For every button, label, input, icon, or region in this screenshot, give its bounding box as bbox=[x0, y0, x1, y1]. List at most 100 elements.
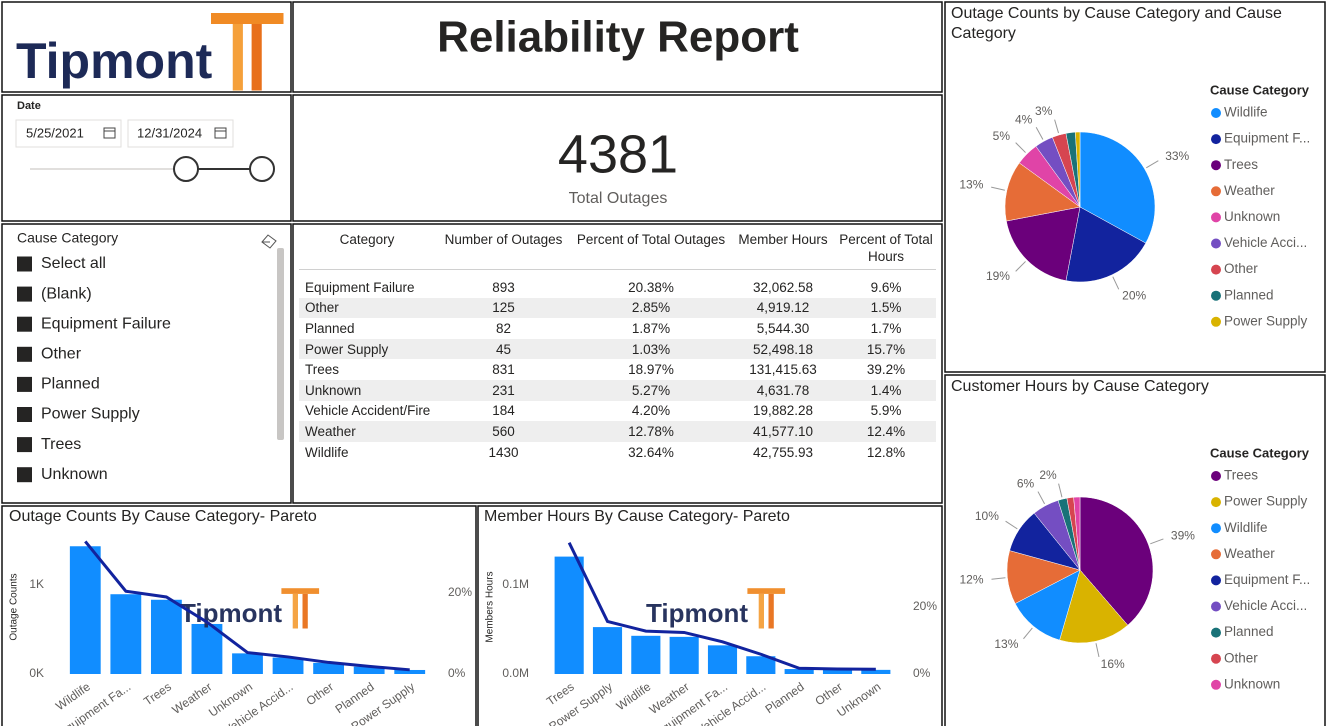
table-container: Category Number of Outages Percent of Tota… bbox=[299, 228, 939, 462]
table-row: Equipment Failure 893 20.38% 32,062.58 9.6% bbox=[299, 277, 936, 298]
checkbox[interactable] bbox=[17, 407, 32, 422]
eraser-icon[interactable] bbox=[261, 234, 277, 249]
checkbox[interactable] bbox=[17, 437, 32, 453]
checkbox[interactable] bbox=[17, 467, 32, 483]
checkbox[interactable] bbox=[17, 316, 32, 332]
pie-slice bbox=[1014, 569, 1081, 641]
table-header: Percent of Total Outages bbox=[572, 228, 730, 270]
pie-slice bbox=[1079, 496, 1154, 626]
bar bbox=[150, 599, 182, 674]
table-row: Vehicle Accident/Fire 184 4.20% 19,882.28 5.… bbox=[299, 401, 936, 422]
slider-handle[interactable] bbox=[249, 156, 275, 182]
slicer-title: Cause Category bbox=[17, 230, 118, 246]
scrollbar[interactable] bbox=[277, 248, 284, 440]
slicer-item[interactable]: (Blank) bbox=[41, 285, 92, 302]
table-cell: 131,415.63 bbox=[749, 362, 817, 378]
table-cell: Trees bbox=[305, 362, 340, 378]
slicer-item[interactable]: Unknown bbox=[41, 466, 108, 483]
table-cell: Weather bbox=[299, 421, 435, 442]
table-cell: 5,544.30 bbox=[756, 320, 810, 336]
pie-slice bbox=[1059, 569, 1129, 644]
checkbox[interactable] bbox=[17, 286, 32, 302]
logo-mark bbox=[302, 593, 308, 629]
legend-swatch bbox=[1211, 679, 1221, 690]
title-panel bbox=[292, 1, 943, 93]
table-cell: Wildlife bbox=[305, 444, 349, 460]
checkbox[interactable] bbox=[17, 376, 32, 392]
table-cell: 15.7% bbox=[836, 338, 936, 360]
legend-swatch bbox=[1211, 601, 1221, 612]
legend-swatch bbox=[1211, 523, 1221, 534]
legend-swatch bbox=[1211, 160, 1221, 171]
legend-swatch bbox=[1211, 575, 1221, 586]
axis-title: Members Hours bbox=[485, 571, 496, 642]
legend-swatch bbox=[1211, 238, 1221, 249]
y-tick-label: 0.0M bbox=[502, 666, 529, 680]
pie-slice bbox=[1079, 131, 1156, 244]
data-label: 3% bbox=[1035, 104, 1053, 118]
legend-swatch bbox=[1211, 627, 1221, 638]
table-cell: 184 bbox=[492, 403, 515, 419]
logo-text: Tipmont bbox=[646, 598, 748, 628]
table-cell: 32.64% bbox=[628, 444, 674, 460]
table-cell: 1.7% bbox=[870, 320, 902, 336]
chart-title: Outage Counts by Cause Category and Caus… bbox=[951, 5, 1282, 42]
slicer-item[interactable]: Planned bbox=[41, 376, 100, 393]
slicer-item[interactable]: Select all bbox=[41, 255, 106, 272]
legend-label: Vehicle Acci... bbox=[1224, 598, 1307, 613]
legend-label: Vehicle Acci... bbox=[1224, 235, 1307, 250]
legend-label: Planned bbox=[1224, 287, 1274, 302]
leader-line bbox=[1058, 483, 1063, 498]
logo: Tipmont bbox=[16, 13, 284, 91]
slicer-item[interactable]: Other bbox=[41, 346, 82, 363]
table-cell: Vehicle Accident/Fire bbox=[305, 403, 431, 419]
data-label: 5% bbox=[993, 129, 1011, 143]
bar bbox=[822, 669, 853, 674]
slider-handle[interactable] bbox=[173, 156, 199, 182]
checkbox[interactable] bbox=[17, 256, 32, 272]
table-header: Number of Outages bbox=[435, 228, 572, 270]
bar bbox=[110, 594, 142, 674]
logo-mark bbox=[211, 13, 284, 24]
pie-slice bbox=[1006, 206, 1081, 281]
logo-mark bbox=[758, 593, 764, 629]
table-cell: Power Supply bbox=[299, 338, 435, 360]
report-title: Reliability Report bbox=[437, 13, 799, 62]
data-label: 13% bbox=[959, 178, 983, 192]
legend-swatch bbox=[1211, 108, 1221, 118]
table-cell: 52,498.18 bbox=[730, 338, 836, 360]
table-cell: 831 bbox=[492, 362, 515, 378]
leader-line bbox=[1146, 160, 1159, 169]
legend-label: Equipment F... bbox=[1224, 572, 1310, 587]
table-cell: Other bbox=[299, 297, 435, 319]
bar bbox=[394, 669, 426, 674]
legend-swatch bbox=[1211, 316, 1221, 327]
bar bbox=[592, 627, 623, 674]
legend-swatch bbox=[1211, 497, 1221, 508]
table-cell: 1.5% bbox=[836, 297, 936, 319]
calendar-icon[interactable] bbox=[103, 127, 227, 139]
logo: Tipmont bbox=[646, 588, 786, 629]
table-header: Category bbox=[299, 228, 435, 270]
y2-tick-label: 20% bbox=[913, 599, 937, 613]
bar bbox=[707, 645, 738, 674]
leader-line bbox=[1037, 491, 1046, 505]
table-cell: 893 bbox=[492, 279, 515, 295]
slicer-item[interactable]: Equipment Failure bbox=[41, 315, 171, 332]
slicer-item[interactable]: Power Supply bbox=[41, 406, 140, 423]
bar bbox=[746, 656, 776, 674]
checkbox[interactable] bbox=[17, 346, 32, 362]
leader-line bbox=[991, 186, 1005, 191]
date-end[interactable]: 12/31/2024 bbox=[137, 125, 202, 140]
table-cell: 32,062.58 bbox=[752, 279, 814, 295]
date-start[interactable]: 5/25/2021 bbox=[26, 125, 84, 140]
legend-swatch bbox=[1211, 264, 1221, 275]
pie-slice bbox=[1075, 131, 1081, 208]
table-cell: 4.20% bbox=[631, 403, 671, 419]
line bbox=[84, 540, 410, 672]
table-cell: Planned bbox=[305, 320, 355, 336]
slicer-item[interactable]: Trees bbox=[41, 436, 81, 453]
data-label: 2% bbox=[1039, 468, 1057, 482]
logo-mark bbox=[232, 24, 243, 91]
